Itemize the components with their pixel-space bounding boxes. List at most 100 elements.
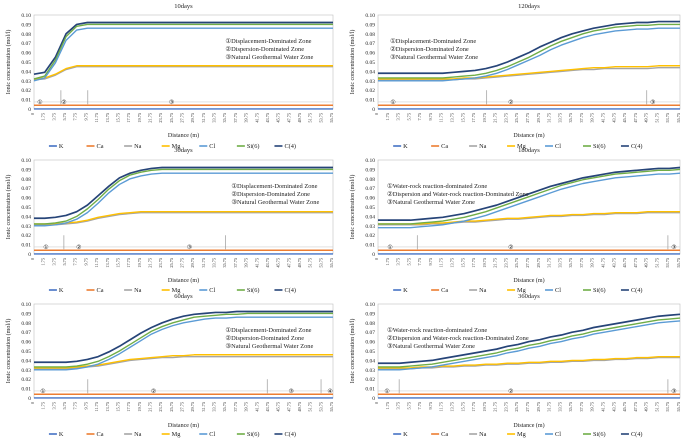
x-tick-label: 9.75: [428, 402, 433, 410]
x-tick-label: 17.75: [126, 258, 131, 268]
x-tick-label: 41.75: [254, 258, 259, 268]
x-tick-label: 5.75: [62, 258, 67, 266]
y-tick-label: 0.07: [365, 186, 375, 192]
zone-description: ①Water-rock reaction-dominated Zone: [387, 183, 487, 190]
x-tick-label: 17.75: [471, 402, 476, 412]
chart-panel-60days: 60days 0 0.01 0.02 0.03 0.04 0.05 0.06 0.07 0.08 0…: [5, 293, 334, 438]
zone-description: ②Dispersion-Dominated Zone: [225, 335, 304, 342]
x-tick-label: 33.75: [212, 258, 217, 268]
series-line-C(4): [378, 313, 681, 365]
legend-label-K: K: [59, 143, 64, 150]
x-tick-label: 47.75: [286, 113, 291, 123]
x-tick-label: 17.75: [471, 113, 476, 123]
x-tick-label: 49.75: [297, 258, 302, 268]
y-tick-label: 0.02: [21, 377, 31, 383]
y-tick-label: 0.09: [21, 167, 31, 173]
y-axis-label: Ionic concentration (mol/l): [5, 319, 12, 384]
zone-marker: ①: [40, 388, 45, 395]
x-tick-label: 1.75: [41, 258, 46, 266]
x-tick-label: 19.75: [482, 113, 487, 123]
x-tick-label: 45.75: [276, 402, 281, 412]
x-tick-label: 23.75: [158, 258, 163, 268]
x-tick-label: 11.75: [94, 402, 99, 412]
x-tick-label: 1.75: [41, 402, 46, 410]
x-tick-label: 21.75: [147, 113, 152, 123]
legend-label-Ca: Ca: [97, 287, 104, 294]
x-tick-label: 33.75: [557, 402, 562, 412]
x-tick-label: 27.75: [180, 258, 185, 268]
y-tick-label: 0.09: [365, 22, 375, 28]
zone-description: ①Displacement-Dominated Zone: [231, 183, 317, 190]
x-tick-label: 21.75: [493, 258, 498, 268]
y-tick-label: 0.03: [365, 368, 375, 374]
x-tick-label: 31.75: [547, 402, 552, 412]
zone-marker: ①: [43, 244, 48, 251]
x-tick-label: 51.75: [308, 402, 313, 412]
legend-label-C(4): C(4): [284, 287, 296, 294]
x-tick-label: 47.75: [286, 258, 291, 268]
zone-marker: ②: [508, 244, 513, 251]
chart-title: 10days: [174, 3, 193, 10]
series-line-Cl: [378, 320, 681, 371]
x-tick-label: 1.75: [385, 113, 390, 121]
zone-description: ①Displacement-Dominated Zone: [390, 38, 476, 45]
x-tick-label: 9.75: [428, 258, 433, 266]
x-tick-label: 39.75: [590, 402, 595, 412]
x-tick-label: 41.75: [601, 402, 606, 412]
x-tick-label: 31.75: [201, 113, 206, 123]
x-tick-label: 19.75: [482, 402, 487, 412]
x-tick-label: 15.75: [460, 258, 465, 268]
x-tick-label: 13.75: [105, 113, 110, 123]
x-tick-label: 49.75: [644, 258, 649, 268]
x-tick-label: 53.75: [665, 402, 670, 412]
y-tick-label: 0.10: [365, 13, 375, 19]
x-tick-label: 53.75: [665, 258, 670, 268]
chart-title: 120days: [518, 3, 540, 10]
zone-marker: ④: [327, 388, 332, 395]
series-line-Cl: [34, 316, 333, 371]
legend-label-Na: Na: [134, 287, 142, 294]
x-tick-label: 9.75: [83, 402, 88, 410]
x-tick-label: 39.75: [590, 113, 595, 123]
y-tick-label: 0.06: [21, 51, 31, 57]
x-tick-label: 11.75: [439, 113, 444, 123]
x-tick-label: 7.75: [73, 402, 78, 410]
zone-description: ③Natural Geothermal Water Zone: [390, 54, 478, 61]
y-tick-label: 0.09: [21, 22, 31, 28]
x-tick-label: 53.75: [665, 113, 670, 123]
y-tick-label: 0.02: [365, 377, 375, 383]
legend-label-Si(6): Si(6): [247, 143, 260, 150]
y-tick-label: 0: [372, 252, 375, 258]
legend-label-Si(6): Si(6): [593, 431, 606, 438]
x-tick-label: 31.75: [201, 258, 206, 268]
y-tick-label: 0.04: [365, 214, 375, 220]
x-tick-label: 33.75: [212, 402, 217, 412]
y-tick-label: 0.02: [21, 88, 31, 94]
x-tick-label: 53.75: [318, 402, 323, 412]
legend-label-K: K: [59, 287, 64, 294]
legend-label-Na: Na: [134, 431, 142, 438]
x-tick-label: 41.75: [601, 258, 606, 268]
x-tick-label: 51.75: [308, 113, 313, 123]
x-tick-label: 31.75: [201, 402, 206, 412]
y-tick-label: 0.01: [21, 98, 31, 104]
zone-marker: ③: [671, 244, 676, 251]
x-tick-label: 27.75: [180, 113, 185, 123]
zone-marker: ③: [650, 99, 655, 106]
zone-marker: ②: [508, 388, 513, 395]
y-tick-label: 0.07: [21, 330, 31, 336]
x-axis-label: Distance (m): [168, 277, 199, 284]
zone-description: ③Natural Geothermal Water Zone: [225, 343, 313, 350]
x-tick-label: 49.75: [644, 402, 649, 412]
x-tick-label: 33.75: [557, 258, 562, 268]
legend-label-Na: Na: [134, 143, 142, 150]
zone-description: ①Displacement-Dominated Zone: [225, 38, 311, 45]
legend-label-Cl: Cl: [555, 431, 561, 438]
legend: K Ca Na Mg Cl Si(6) C(4): [48, 287, 296, 294]
legend-label-Cl: Cl: [209, 143, 215, 150]
x-tick-label: 37.75: [233, 402, 238, 412]
x-tick-label: 9.75: [428, 113, 433, 121]
plot-frame: [377, 303, 681, 399]
series-line-Cl: [34, 172, 333, 227]
y-axis-label: Ionic concentration (mol/l): [5, 30, 12, 95]
